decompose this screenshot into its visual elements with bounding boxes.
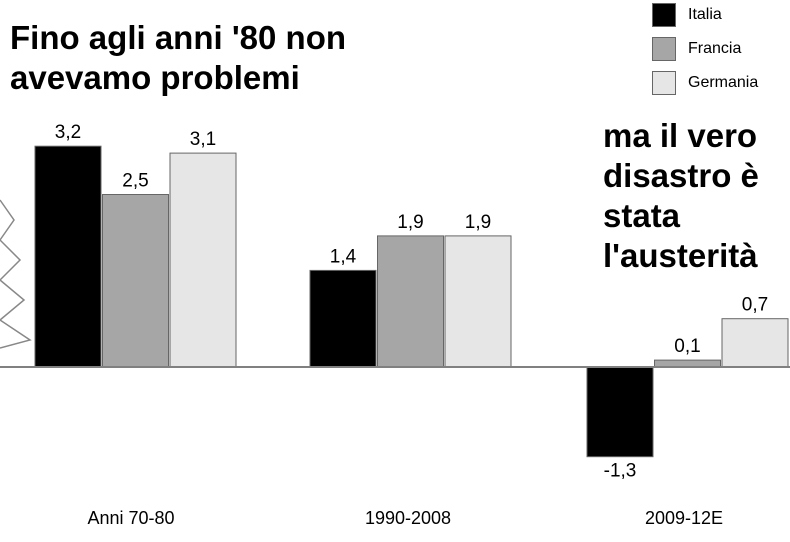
value-labels-group: 3,2 1,4 -1,3 2,5 1,9 0,1 3,1 1,9 0,7 [55,122,768,482]
value-label-italia-2009-12e: -1,3 [604,461,637,482]
legend-label-germania: Germania [688,74,759,91]
annotation-line: ma il vero [603,117,758,154]
bar-germania-2009-12e [721,318,789,368]
bar-francia-2009-12e [654,359,721,368]
bar-italia-anni-70-80 [34,145,102,368]
bar-francia-1990-2008 [377,235,444,368]
category-label-1990-2008: 1990-2008 [365,508,451,528]
value-label-francia-2009-12e: 0,1 [674,336,700,357]
legend-swatch-francia [652,37,676,61]
legend-swatch-italia [652,3,676,27]
category-label-anni-70-80: Anni 70-80 [87,508,174,528]
value-label-germania-2009-12e: 0,7 [742,295,768,316]
bar-germania-1990-2008 [444,235,512,368]
bar-italia-1990-2008 [309,269,377,368]
legend-label-francia: Francia [688,40,742,57]
legend-label-italia: Italia [688,6,722,23]
value-label-germania-anni-70-80: 3,1 [190,129,216,150]
chart-title-line: avevamo problemi [10,59,300,96]
value-label-italia-anni-70-80: 3,2 [55,122,81,143]
chart-annotation: ma il vero disastro è stata l'austerità [603,116,788,276]
annotation-line: disastro è [603,157,759,194]
chart-title: Fino agli anni '80 non avevamo problemi [10,18,410,98]
legend-swatch-germania [652,71,676,95]
axis-break-mark [0,199,32,349]
bar-germania-anni-70-80 [169,152,237,368]
category-label-2009-12e: 2009-12E [645,508,723,528]
annotation-line: l'austerità [603,237,758,274]
value-label-francia-1990-2008: 1,9 [397,212,423,233]
bars-group [34,145,789,458]
chart-title-line: Fino agli anni '80 non [10,19,347,56]
bar-francia-anni-70-80 [102,194,169,368]
value-label-italia-1990-2008: 1,4 [330,246,357,267]
value-label-francia-anni-70-80: 2,5 [122,171,148,192]
value-label-germania-1990-2008: 1,9 [465,212,491,233]
category-labels-group: Anni 70-80 1990-2008 2009-12E [87,508,723,528]
bar-italia-2009-12e [586,366,654,458]
annotation-line: stata [603,197,681,234]
